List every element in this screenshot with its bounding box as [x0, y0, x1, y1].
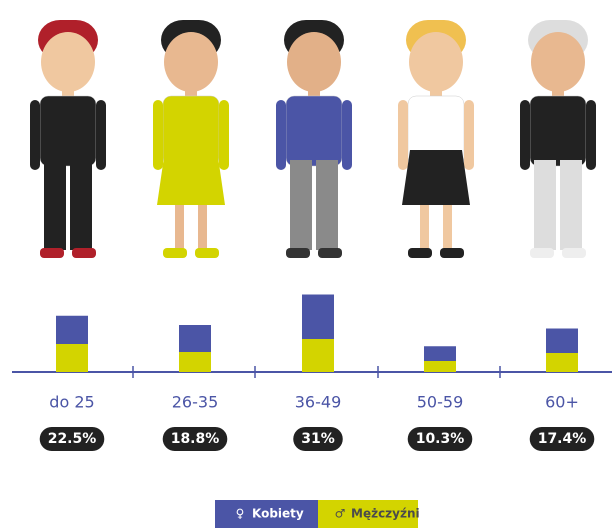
bar-segment: [56, 344, 88, 372]
total-pill: [407, 427, 473, 451]
leg: [175, 205, 184, 250]
arm: [30, 100, 40, 170]
leg: [198, 205, 207, 250]
torso: [529, 95, 587, 167]
shoe: [40, 248, 64, 258]
bar-segment: [546, 353, 578, 372]
skirt: [402, 150, 470, 205]
legend-label: Mężczyźni: [351, 507, 420, 521]
leg: [443, 205, 452, 250]
total-label: 18.8%: [171, 431, 220, 447]
bar-segment: [424, 361, 456, 372]
total-pill: [529, 427, 595, 451]
person: [398, 20, 474, 258]
neck: [62, 88, 74, 98]
bar-segment: [546, 328, 578, 353]
x-tick-label: 60+: [545, 393, 579, 412]
arm: [342, 100, 352, 170]
x-tick-label: 50-59: [417, 393, 464, 412]
legend-swatch: [318, 500, 418, 528]
neck: [430, 88, 442, 98]
leg: [316, 160, 338, 250]
bar-segment: [179, 325, 211, 352]
bar-segment: [424, 346, 456, 361]
legend: ♀ Kobiety ♂ Mężczyźni: [215, 500, 420, 528]
head: [41, 32, 95, 92]
shoe: [562, 248, 586, 258]
bar-segment: [179, 352, 211, 372]
neck: [308, 88, 320, 98]
legend-swatch: [215, 500, 318, 528]
arm: [520, 100, 530, 170]
total-label: 22.5%: [48, 431, 97, 447]
head: [287, 32, 341, 92]
x-tick-label: 26-35: [172, 393, 219, 412]
shoe: [318, 248, 342, 258]
arm: [153, 100, 163, 170]
shoe: [163, 248, 187, 258]
person: [30, 20, 106, 258]
head: [164, 32, 218, 92]
shoe: [530, 248, 554, 258]
leg: [420, 205, 429, 250]
x-tick-label: do 25: [49, 393, 94, 412]
skirt: [157, 150, 225, 205]
torso: [285, 95, 343, 167]
neck: [552, 88, 564, 98]
torso: [39, 95, 97, 167]
person: [153, 20, 229, 258]
shoe: [440, 248, 464, 258]
total-pill: [39, 427, 105, 451]
shoe: [195, 248, 219, 258]
head: [409, 32, 463, 92]
arm: [398, 100, 408, 170]
legend-icon: ♂: [335, 507, 346, 521]
head: [531, 32, 585, 92]
total-label: 10.3%: [416, 431, 465, 447]
person: [276, 20, 352, 258]
shoe: [286, 248, 310, 258]
arm: [586, 100, 596, 170]
shoe: [72, 248, 96, 258]
bar-segment: [56, 315, 88, 344]
total-pill: [293, 427, 343, 451]
bar-segment: [302, 339, 334, 372]
leg: [44, 160, 66, 250]
x-tick-label: 36-49: [295, 393, 342, 412]
neck: [185, 88, 197, 98]
leg: [534, 160, 556, 250]
arm: [276, 100, 286, 170]
leg: [290, 160, 312, 250]
total-pill: [162, 427, 228, 451]
shoe: [408, 248, 432, 258]
leg: [560, 160, 582, 250]
legend-icon: ♀: [236, 507, 245, 521]
arm: [219, 100, 229, 170]
arm: [96, 100, 106, 170]
legend-label: Kobiety: [252, 507, 304, 521]
total-label: 17.4%: [538, 431, 587, 447]
arm: [464, 100, 474, 170]
total-label: 31%: [301, 431, 335, 447]
leg: [70, 160, 92, 250]
illustrations: [30, 20, 596, 258]
person: [520, 20, 596, 258]
bar-segment: [302, 294, 334, 339]
